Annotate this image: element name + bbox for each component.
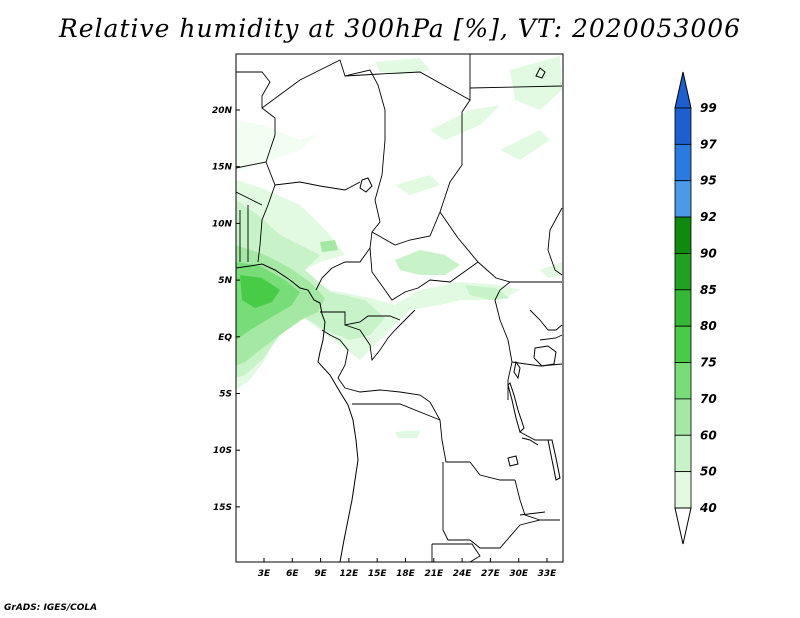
lake-kivu <box>513 360 521 380</box>
colorbar-segment <box>674 253 692 291</box>
lat-tick-label: 15S <box>213 503 232 513</box>
lake-mweru <box>507 455 519 467</box>
lat-tick-label: 10N <box>212 219 233 229</box>
map-frame <box>235 53 564 563</box>
colorbar-bottom-arrow <box>674 507 692 545</box>
colorbar: 99 97 95 92 90 85 80 75 70 60 50 40 <box>674 71 717 545</box>
lat-tick-label: EQ <box>218 333 232 343</box>
colorbar-segment <box>674 362 692 400</box>
lon-tick-label: 12E <box>340 569 360 579</box>
colorbar-segment <box>674 471 692 509</box>
colorbar-label: 97 <box>700 137 717 151</box>
country-borders <box>236 54 563 562</box>
colorbar-segment <box>674 398 692 436</box>
lat-tick-label: 10S <box>213 446 232 456</box>
latitude-axis: 20N 15N 10N 5N EQ 5S 10S 15S <box>212 106 240 513</box>
lon-tick-label: 15E <box>368 569 388 579</box>
lon-tick-label: 21E <box>424 569 444 579</box>
colorbar-segment <box>674 143 692 182</box>
colorbar-label: 50 <box>700 465 717 479</box>
grads-credit: GrADS: IGES/COLA <box>4 603 98 613</box>
colorbar-segment <box>674 289 692 327</box>
colorbar-segment <box>674 325 692 363</box>
lat-tick-label: 20N <box>212 106 233 116</box>
lat-tick-label: 15N <box>212 163 233 173</box>
colorbar-label: 85 <box>700 283 717 297</box>
coastline-gulf-of-guinea <box>236 263 359 562</box>
colorbar-segment <box>674 180 692 218</box>
colorbar-segment <box>674 107 692 145</box>
colorbar-label: 99 <box>700 101 717 115</box>
lon-tick-label: 27E <box>481 569 501 579</box>
colorbar-label: 75 <box>700 356 717 370</box>
lon-tick-label: 18E <box>396 569 416 579</box>
colorbar-label: 80 <box>700 319 717 333</box>
lake-malawi <box>547 439 561 481</box>
lon-tick-label: 33E <box>538 569 558 579</box>
lake-chad <box>359 177 373 193</box>
colorbar-top-arrow <box>674 71 692 109</box>
colorbar-label: 95 <box>700 174 717 188</box>
lat-tick-label: 5N <box>218 276 232 286</box>
colorbar-label: 40 <box>699 501 717 515</box>
lat-tick-label: 5S <box>219 390 232 400</box>
lon-tick-label: 24E <box>453 569 473 579</box>
colorbar-segment <box>674 434 692 473</box>
lake-tanganyika <box>507 382 525 433</box>
colorbar-label: 60 <box>700 428 717 442</box>
lake-victoria <box>533 345 557 367</box>
longitude-axis: 3E 6E 9E 12E 15E 18E 21E 24E 27E 30E 33E <box>258 558 557 579</box>
humidity-field <box>236 56 562 438</box>
colorbar-label: 92 <box>700 210 717 224</box>
lon-tick-label: 3E <box>258 569 271 579</box>
map-title: Relative humidity at 300hPa [%], VT: 202… <box>58 14 742 43</box>
colorbar-label: 70 <box>700 392 717 406</box>
colorbar-label: 90 <box>700 246 717 260</box>
lon-tick-label: 30E <box>509 569 529 579</box>
lon-tick-label: 9E <box>314 569 327 579</box>
lon-tick-label: 6E <box>286 569 299 579</box>
colorbar-segment <box>674 216 692 254</box>
